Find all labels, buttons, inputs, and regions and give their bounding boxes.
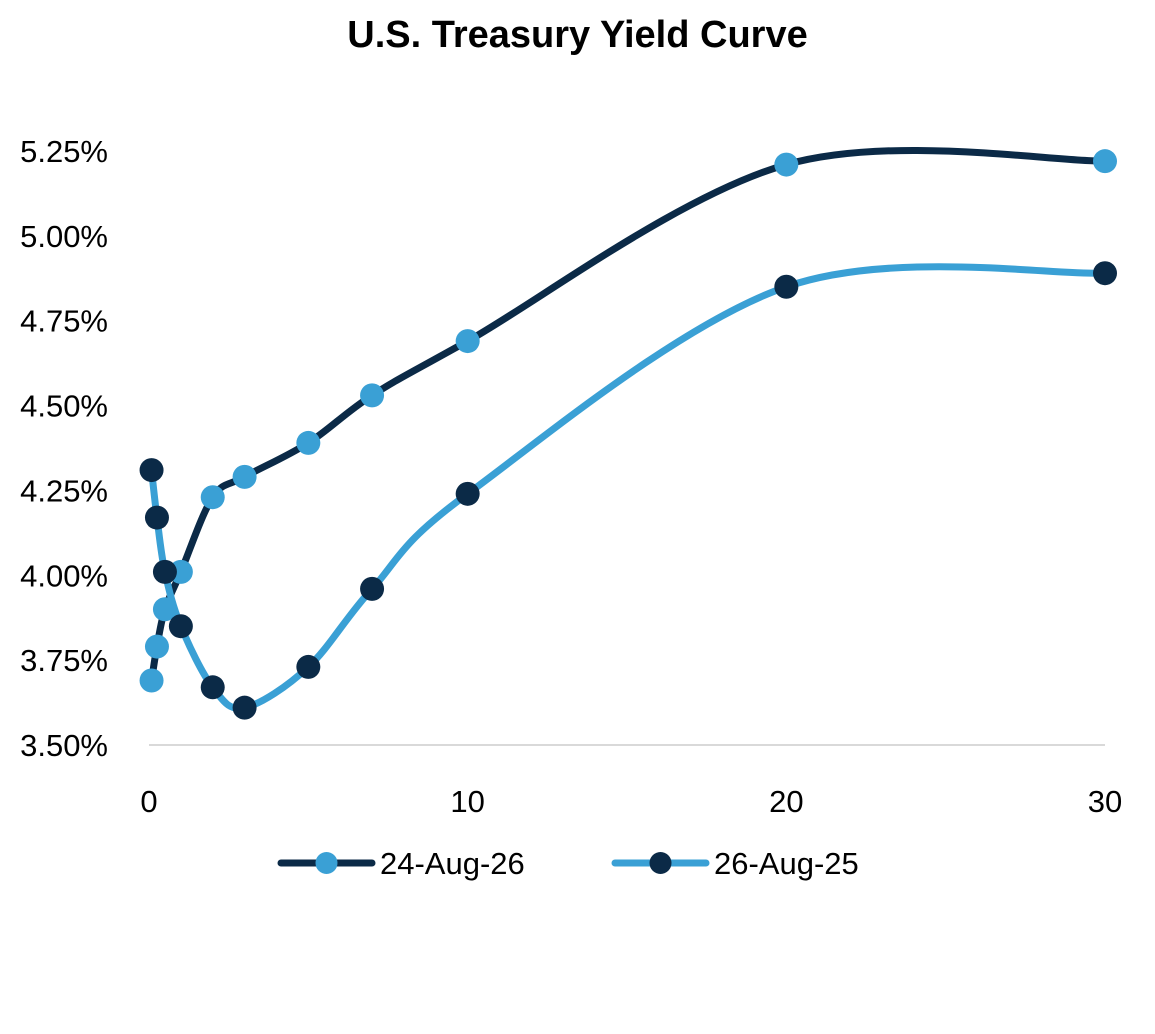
series-2-point: [200, 675, 225, 700]
legend-marker-2: [649, 852, 672, 874]
series-1-point: [360, 383, 385, 408]
y-tick-label: 4.25%: [20, 473, 108, 508]
series-line-2: [148, 263, 1109, 712]
legend-marker-1: [315, 852, 338, 874]
y-tick-label: 5.25%: [20, 134, 108, 169]
series-2-point: [296, 654, 321, 679]
legend-label-1: 24-Aug-26: [380, 846, 525, 881]
y-tick-label: 3.75%: [20, 643, 108, 678]
y-tick-label: 4.75%: [20, 304, 108, 339]
series-2-point: [168, 614, 193, 639]
series-2-point: [455, 481, 480, 506]
series-1-point: [1093, 149, 1117, 174]
series-2-point: [774, 274, 799, 299]
series-1-point: [774, 152, 799, 177]
series-line-1: [148, 146, 1109, 685]
y-tick-label: 5.00%: [20, 219, 108, 254]
x-axis-tick-labels: 0 10 20 30: [140, 784, 1122, 819]
series-2-point: [139, 458, 164, 483]
series-2-point: [232, 695, 257, 720]
series-1-point: [152, 597, 177, 622]
series-1-point: [144, 634, 169, 659]
series-1-point: [296, 430, 321, 455]
series-1-point: [232, 464, 257, 489]
series-2-point: [360, 576, 385, 601]
y-tick-label: 4.00%: [20, 558, 108, 593]
x-tick-label: 20: [769, 784, 803, 819]
y-tick-label: 4.50%: [20, 389, 108, 424]
series-2-point: [1093, 261, 1117, 286]
x-tick-label: 0: [140, 784, 157, 819]
series-1-point: [139, 668, 164, 693]
chart-legend: 24-Aug-26 26-Aug-25: [277, 846, 859, 881]
series-markers: [139, 149, 1117, 720]
series-2-point: [144, 505, 169, 530]
series-1-point: [455, 329, 480, 354]
y-tick-label: 3.50%: [20, 728, 108, 763]
legend-label-2: 26-Aug-25: [714, 846, 859, 881]
series-lines: [148, 146, 1109, 712]
chart-title: U.S. Treasury Yield Curve: [347, 14, 808, 56]
x-tick-label: 30: [1088, 784, 1122, 819]
x-tick-label: 10: [450, 784, 484, 819]
series-1-point: [200, 485, 225, 510]
y-axis-tick-labels: 3.50% 3.75% 4.00% 4.25% 4.50% 4.75% 5.00% 5.25%: [20, 134, 108, 763]
series-2-point: [152, 559, 177, 584]
